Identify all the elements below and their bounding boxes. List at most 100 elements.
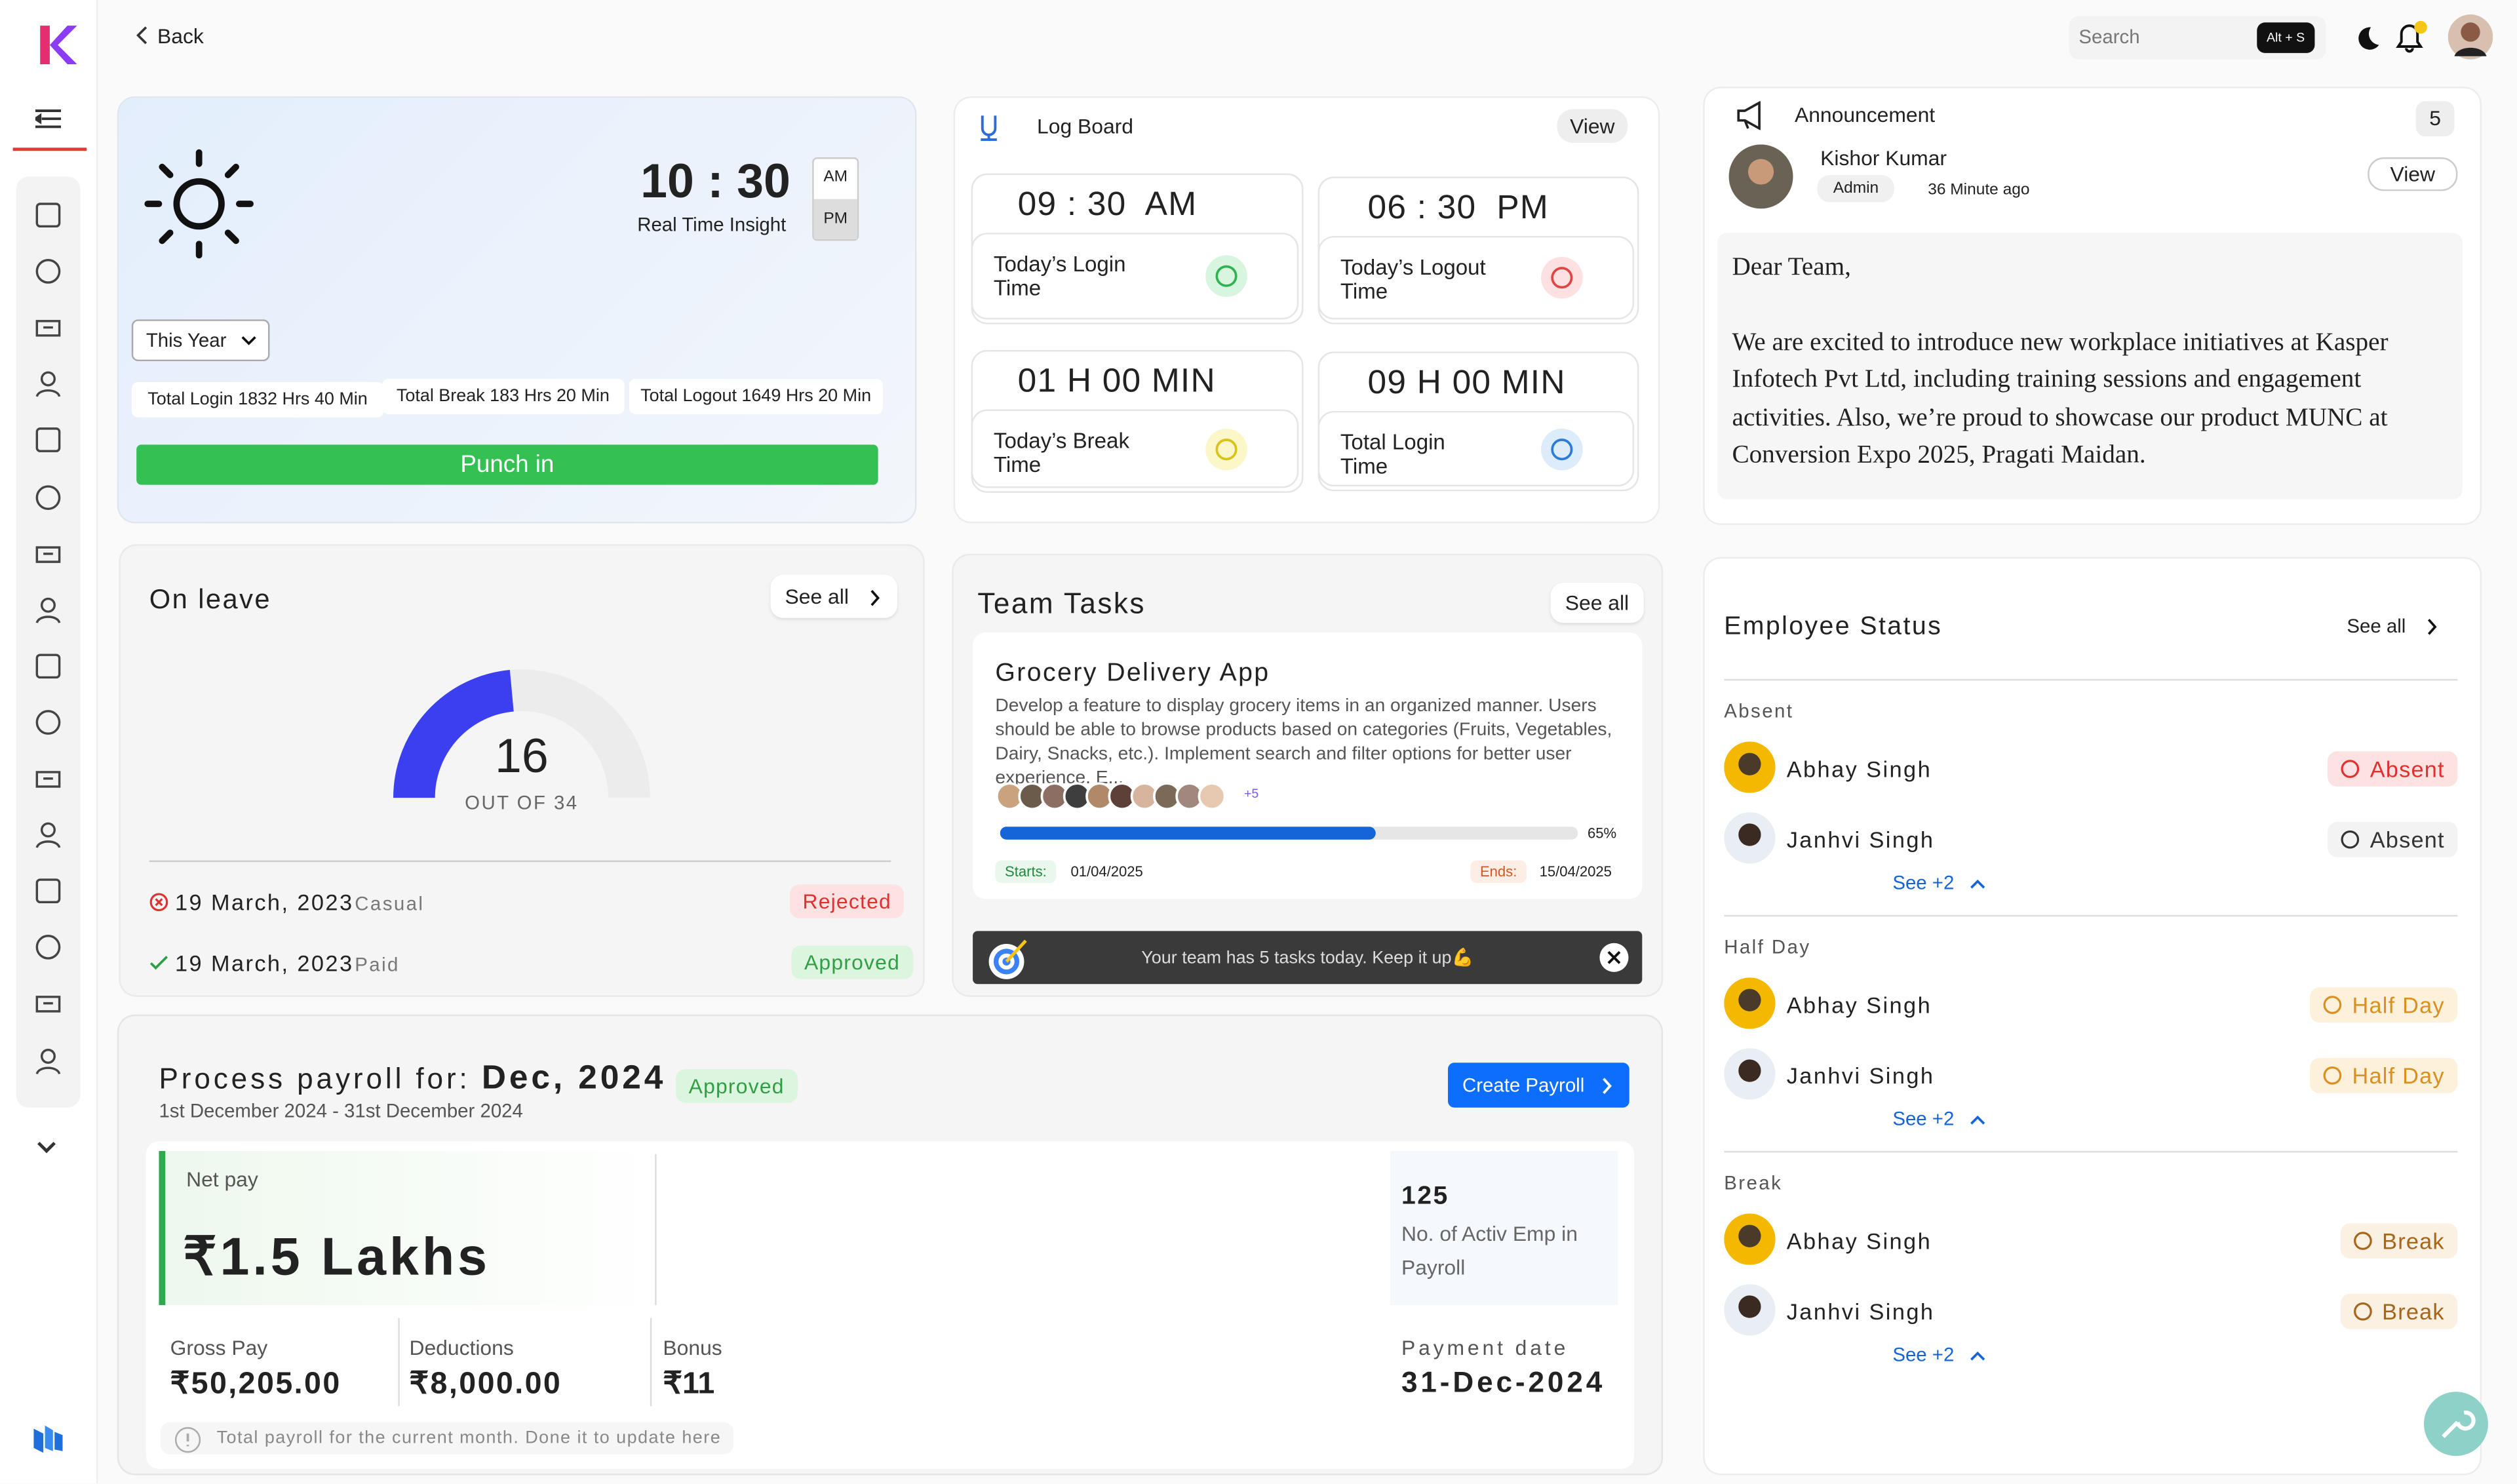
- chevron: [1970, 1351, 1985, 1361]
- log-icon: [1205, 255, 1247, 298]
- shortcut-hint: Alt + S: [2257, 22, 2314, 53]
- log-board: Log Board View 09 : 30 AM Today’s Login T…: [955, 98, 1658, 522]
- menu-toggle[interactable]: [35, 109, 62, 128]
- rejected-icon: [149, 893, 168, 912]
- expand[interactable]: [33, 1138, 59, 1157]
- nav-icon[interactable]: [33, 370, 62, 399]
- team-tasks-title: Team Tasks: [977, 587, 1146, 620]
- icon-shape: [35, 878, 61, 904]
- nav-icon[interactable]: [33, 595, 62, 624]
- icon-bg: [1541, 427, 1583, 470]
- divider: [149, 860, 891, 863]
- announcement-view[interactable]: View: [2368, 157, 2458, 191]
- icon-shape: [35, 428, 61, 453]
- task-progress: [1000, 827, 1578, 840]
- log-icon: [1541, 427, 1583, 470]
- nav-icon[interactable]: [33, 877, 62, 906]
- help-fab[interactable]: [2423, 1390, 2490, 1458]
- log-label-box: Today’s Break Time: [971, 409, 1299, 488]
- on-leave-card: On leave See all 16 OUT OF 34 19 March, …: [120, 545, 924, 996]
- see-all-label: See all: [2347, 614, 2406, 638]
- punch-in-button[interactable]: Punch in: [136, 444, 878, 485]
- nav-icon[interactable]: [33, 201, 62, 229]
- nav-icon[interactable]: [33, 313, 62, 342]
- nav-icon[interactable]: [33, 652, 62, 680]
- log-label-box: Total Login Time: [1317, 410, 1635, 487]
- announcement-card: Announcement 5 Kishor Kumar Admin 36 Min…: [1704, 88, 2480, 524]
- user-avatar[interactable]: [2448, 13, 2493, 61]
- back-icon[interactable]: [136, 26, 149, 45]
- log-label-box: Today’s Login Time: [971, 233, 1299, 320]
- icon-shape: [35, 320, 61, 338]
- icon-check: [149, 956, 168, 970]
- total: 34: [554, 791, 579, 814]
- nav-icon[interactable]: [33, 482, 62, 511]
- icon-shape: [35, 545, 61, 562]
- icon-shape: [35, 1047, 61, 1074]
- see-more[interactable]: See +2: [1892, 1343, 1955, 1367]
- nav-icon[interactable]: [33, 1046, 62, 1075]
- announcement-body: Dear Team, We are excited to introduce n…: [1717, 233, 2463, 499]
- gauge-fill: [393, 670, 515, 798]
- nav-icon[interactable]: [33, 426, 62, 455]
- view-button[interactable]: View: [1557, 109, 1628, 143]
- nav-icon[interactable]: [33, 539, 62, 568]
- log-icon: [981, 115, 997, 142]
- active-label: No. of Activ Emp in Payroll: [1401, 1221, 1578, 1279]
- period-select[interactable]: This Year: [131, 319, 270, 362]
- assignees: [995, 782, 1226, 811]
- employee-avatar: [1724, 1284, 1776, 1336]
- nav-icon[interactable]: [33, 990, 62, 1019]
- status-icon: [2341, 760, 2360, 778]
- status-label: Break: [2382, 1228, 2445, 1254]
- avatar-face: [1738, 1295, 1761, 1318]
- close-banner[interactable]: [1599, 943, 1629, 973]
- status-pill: Half Day: [2310, 1057, 2458, 1093]
- see-all[interactable]: See all: [1550, 582, 1644, 623]
- nav-icon[interactable]: [33, 708, 62, 737]
- pm-option[interactable]: PM: [813, 199, 857, 239]
- leave-count: 16: [495, 730, 549, 784]
- nav-icon[interactable]: [33, 933, 62, 962]
- see-all-label: See all: [785, 584, 849, 609]
- total-login: Total Login 1832 Hrs 40 Min: [131, 381, 384, 418]
- log-label-box: Today’s Logout Time: [1317, 236, 1635, 320]
- end-date: 15/04/2025: [1539, 863, 1612, 880]
- icon-shape: [35, 259, 61, 284]
- icon-shape: [35, 484, 61, 509]
- icon-ring: [1215, 265, 1238, 287]
- group-name: Half Day: [1724, 935, 1811, 959]
- see-all[interactable]: See all: [770, 574, 897, 618]
- back-link[interactable]: Back: [157, 24, 204, 49]
- divider: [1724, 678, 2458, 681]
- status-icon: [2324, 996, 2342, 1014]
- see-all[interactable]: See all: [2347, 615, 2441, 637]
- see-more[interactable]: See +2: [1892, 871, 1955, 895]
- search-box[interactable]: Search Alt + S: [2069, 16, 2326, 60]
- icon-ring: [2341, 760, 2360, 778]
- log-tile: 09 H 00 MIN Total Login Time: [1317, 351, 1639, 492]
- employee-avatar: [1724, 1048, 1776, 1100]
- log-tile: 01 H 00 MIN Today’s Break Time: [971, 349, 1304, 493]
- greeting: Dear Team,: [1732, 253, 1851, 281]
- nav-icon[interactable]: [33, 257, 62, 286]
- am-pm-toggle[interactable]: AM PM: [812, 157, 859, 241]
- create-payroll-button[interactable]: Create Payroll: [1447, 1063, 1629, 1108]
- active-indicator: [12, 147, 87, 151]
- leave-date: 19 March, 2023: [174, 950, 354, 976]
- gross-label: Gross Pay: [170, 1335, 268, 1360]
- create-label: Create Payroll: [1462, 1074, 1585, 1097]
- out-of: OUT OF: [465, 791, 547, 814]
- nav-icon[interactable]: [33, 821, 62, 849]
- payroll-period: Dec, 2024: [481, 1059, 667, 1097]
- am-option[interactable]: AM: [823, 168, 848, 187]
- nav-icon[interactable]: [33, 764, 62, 793]
- see-more[interactable]: See +2: [1892, 1107, 1955, 1131]
- notifications[interactable]: [2395, 19, 2430, 54]
- megaphone-icon: [1737, 101, 1761, 130]
- icon-ring: [2353, 1232, 2372, 1250]
- divider: [1724, 1150, 2458, 1153]
- net-pay-value: ₹1.5 Lakhs: [183, 1226, 490, 1286]
- theme-toggle[interactable]: [2355, 26, 2381, 51]
